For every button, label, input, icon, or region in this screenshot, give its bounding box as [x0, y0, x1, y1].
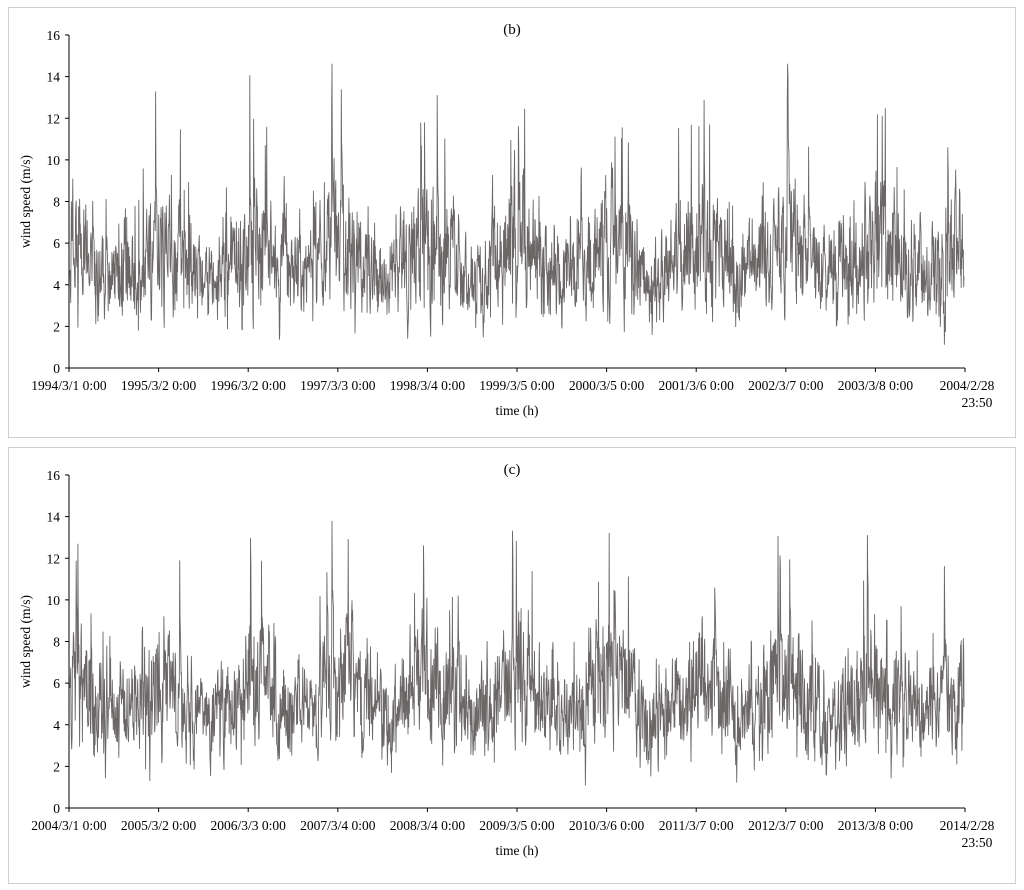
- wind-speed-chart-c: (c) 0 2 4 6 8 10 12 14 16 wind speed (m/s) 2004/3/1…: [18, 462, 995, 858]
- y-tick-label: 16: [47, 28, 61, 43]
- x-tick-label: 1999/3/5 0:00: [479, 378, 555, 393]
- x-axis-label: time (h): [495, 843, 538, 858]
- x-tick-label-last: 2004/2/28 23:50: [940, 378, 995, 410]
- x-tick-label: 2012/3/7 0:00: [748, 818, 824, 833]
- x-tick-label: 2011/3/7 0:00: [659, 818, 734, 833]
- x-axis-label: time (h): [495, 403, 538, 418]
- x-tick-label: 1994/3/1 0:00: [31, 378, 107, 393]
- wind-speed-chart-b: (b) 0 2 4 6 8 10 12 14 16 wind speed (m/s) 1994/3/1…: [18, 22, 995, 418]
- x-tick-label: 2008/3/4 0:00: [390, 818, 466, 833]
- y-tick-label: 10: [47, 593, 61, 608]
- wind-speed-series-line: [69, 520, 965, 786]
- wind-speed-series-line: [69, 63, 965, 345]
- x-tick-label: 2004/3/1 0:00: [31, 818, 107, 833]
- x-tick-label: 2003/3/8 0:00: [838, 378, 914, 393]
- y-tick-label: 2: [53, 319, 60, 334]
- x-tick-label: 2013/3/8 0:00: [838, 818, 914, 833]
- x-tick-label: 2005/3/2 0:00: [121, 818, 197, 833]
- x-tick-label: 2007/3/4 0:00: [300, 818, 376, 833]
- chart-panel-c: (c) 0 2 4 6 8 10 12 14 16 wind speed (m/s) 2004/3/1…: [8, 447, 1016, 884]
- y-tick-label: 4: [53, 278, 60, 293]
- x-tick-label: 1998/3/4 0:00: [390, 378, 466, 393]
- y-tick-label: 12: [47, 111, 61, 126]
- x-tick-label: 2006/3/3 0:00: [211, 818, 287, 833]
- y-tick-label: 4: [53, 718, 60, 733]
- y-tick-label: 14: [47, 70, 61, 85]
- x-tick-label: 1997/3/3 0:00: [300, 378, 376, 393]
- y-tick-label: 10: [47, 153, 61, 168]
- y-axis-label: wind speed (m/s): [18, 595, 33, 688]
- x-tick-label-last: 2014/2/28 23:50: [940, 818, 995, 850]
- y-tick-label: 8: [53, 195, 60, 210]
- y-tick-label: 0: [53, 801, 60, 816]
- chart-panel-b: (b) 0 2 4 6 8 10 12 14 16 wind speed (m/s) 1994/3/1…: [8, 7, 1016, 438]
- y-tick-label: 6: [53, 236, 60, 251]
- x-tick-label: 1995/3/2 0:00: [121, 378, 197, 393]
- y-tick-label: 14: [47, 510, 61, 525]
- y-tick-label: 2: [53, 759, 60, 774]
- x-tick-label: 1996/3/2 0:00: [211, 378, 287, 393]
- chart-title: (b): [503, 22, 521, 38]
- y-axis-label: wind speed (m/s): [18, 155, 33, 248]
- chart-title: (c): [504, 462, 521, 478]
- x-tick-label: 2000/3/5 0:00: [569, 378, 645, 393]
- y-tick-label: 6: [53, 676, 60, 691]
- x-tick-label: 2009/3/5 0:00: [479, 818, 555, 833]
- x-tick-label: 2010/3/6 0:00: [569, 818, 645, 833]
- y-tick-label: 12: [47, 551, 61, 566]
- y-tick-label: 16: [47, 468, 61, 483]
- x-tick-label: 2002/3/7 0:00: [748, 378, 824, 393]
- y-tick-label: 0: [53, 361, 60, 376]
- y-tick-label: 8: [53, 635, 60, 650]
- x-tick-label: 2001/3/6 0:00: [659, 378, 735, 393]
